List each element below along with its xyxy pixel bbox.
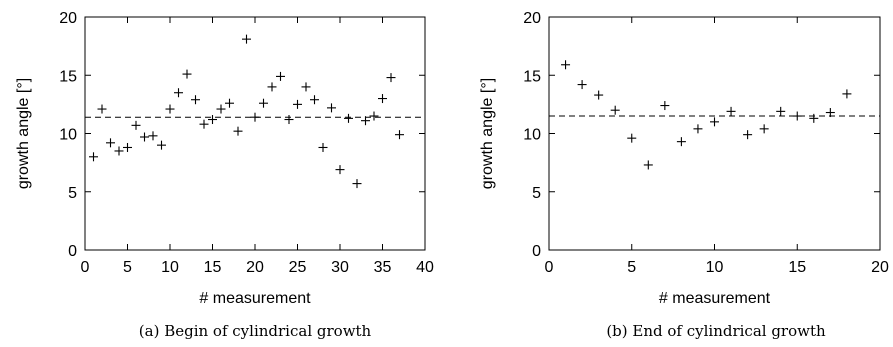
data-point [378,94,387,104]
x-tick-label: 20 [871,259,889,276]
data-point [106,138,115,148]
x-tick-label: 30 [331,259,349,276]
x-tick-label: 35 [374,259,392,276]
data-point [726,106,736,116]
data-point [259,98,268,108]
data-point [191,95,200,105]
y-tick-label: 0 [532,243,541,260]
data-point [182,69,192,79]
data-point [660,101,670,111]
x-tick-label: 0 [81,259,90,276]
data-point [301,82,311,92]
data-point [369,111,379,121]
y-tick-label: 10 [59,127,77,144]
x-tick-label: 40 [416,259,434,276]
y-tick-label: 15 [59,68,77,85]
data-point [776,106,786,116]
data-point [710,117,719,127]
data-point [627,133,637,143]
data-point [809,113,819,123]
data-point [561,60,571,70]
x-tick-label: 15 [788,259,806,276]
y-axis-title: growth angle [°] [479,78,496,189]
data-point [310,95,319,105]
data-point [318,142,328,152]
data-point [165,104,175,114]
data-point [174,88,183,98]
x-axis-title: # measurement [659,290,771,307]
y-tick-label: 0 [68,243,77,260]
y-tick-label: 20 [523,10,541,27]
x-tick-label: 20 [246,259,264,276]
data-point [825,108,835,118]
data-point [327,103,336,113]
data-point [352,179,362,189]
y-tick-label: 20 [59,10,77,27]
data-point [610,105,620,115]
x-tick-label: 15 [204,259,222,276]
data-point [123,142,132,152]
data-point [140,132,149,142]
data-point [386,73,396,83]
data-point [743,130,753,140]
data-point [335,165,345,175]
data-point [676,137,686,147]
data-point [693,124,703,134]
plot-frame [84,16,426,251]
x-tick-label: 25 [289,259,307,276]
data-point [250,112,260,122]
plot-frame [548,16,881,251]
data-point [199,119,209,129]
x-tick-label: 10 [706,259,724,276]
panel-a: 0 5 10 15 20 0 5 10 15 20 25 30 35 40 growth angle [°]… [15,10,434,340]
y-tick-label: 15 [523,68,541,85]
data-point [157,140,166,150]
y-axis-title: growth angle [°] [15,78,32,189]
data-point [114,146,124,156]
data-point [344,113,353,123]
data-point [267,82,277,92]
data-point [276,71,285,81]
x-tick-label: 10 [161,259,179,276]
data-point [293,99,302,109]
data-point [208,115,217,125]
data-point [284,115,294,125]
data-point [594,90,604,100]
data-point [131,120,141,130]
y-tick-label: 5 [68,185,77,202]
data-point [216,104,226,114]
data-point [242,34,251,44]
data-point [842,89,852,99]
data-point [225,98,234,108]
x-tick-label: 5 [627,259,636,276]
data-point [361,116,370,126]
x-axis-title: # measurement [199,290,311,307]
y-tick-label: 10 [523,127,541,144]
data-point [233,126,243,136]
panel-caption: (b) End of cylindrical growth [606,322,826,340]
data-point [89,152,98,162]
x-tick-label: 0 [545,259,554,276]
data-point [97,104,107,114]
data-point [792,111,802,121]
panel-b: 0 5 10 15 20 0 5 10 15 20 growth angle [°] # measur… [479,10,889,340]
panel-caption: (a) Begin of cylindrical growth [139,322,372,340]
y-tick-label: 5 [532,185,541,202]
data-point [395,130,404,140]
data-point [643,160,653,170]
x-tick-label: 5 [123,259,132,276]
data-point [148,131,158,141]
data-point [577,80,587,90]
data-point [759,124,769,134]
